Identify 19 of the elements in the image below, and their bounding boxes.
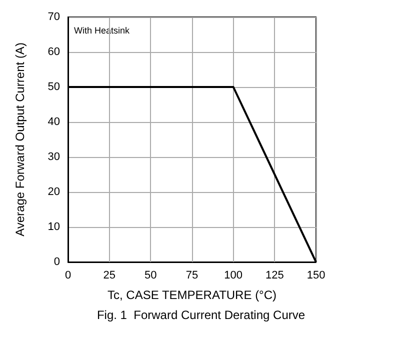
annotation: With Heatsink — [74, 26, 130, 36]
x-tick-label: 125 — [265, 270, 284, 282]
y-tick-label: 20 — [48, 186, 60, 198]
y-tick-label: 30 — [48, 151, 60, 163]
y-tick-label: 70 — [48, 11, 60, 23]
x-tick-label: 100 — [224, 270, 243, 282]
y-tick-label: 0 — [54, 256, 60, 268]
caption: Fig. 1 Forward Current Derating Curve — [96, 308, 306, 322]
x-tick-label: 25 — [103, 270, 116, 282]
y-tick-label: 10 — [48, 221, 60, 233]
y-tick-label: 50 — [48, 81, 60, 93]
y-axis-title: Average Forward Output Current (A) — [13, 42, 27, 236]
y-tick-label: 60 — [48, 46, 60, 58]
x-tick-label: 150 — [306, 270, 326, 282]
x-tick-label: 75 — [186, 270, 198, 282]
x-tick-label: 50 — [144, 270, 157, 282]
x-tick-label: 0 — [64, 270, 72, 282]
y-tick-label: 40 — [48, 116, 60, 128]
x-axis-title: Tc, CASE TEMPERATURE (°C) — [107, 288, 277, 302]
